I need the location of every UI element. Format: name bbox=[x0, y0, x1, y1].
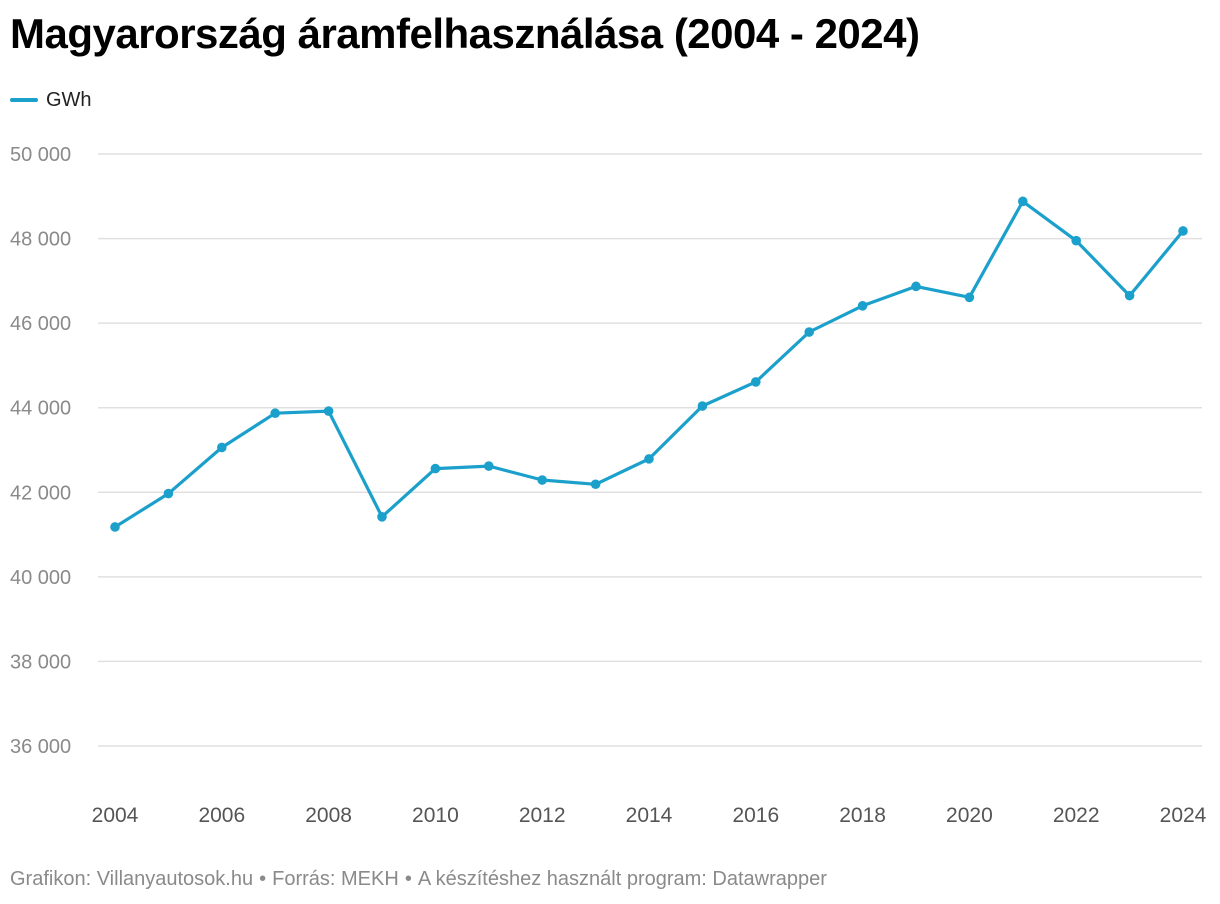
footer-graph-credit: Grafikon: Villanyautosok.hu bbox=[10, 868, 254, 890]
x-tick-label: 2008 bbox=[305, 804, 352, 827]
legend: GWh bbox=[10, 88, 92, 112]
data-point bbox=[217, 442, 227, 453]
data-point bbox=[270, 408, 281, 419]
y-tick-label: 38 000 bbox=[10, 651, 71, 673]
series-line bbox=[113, 199, 1185, 529]
grid-lines bbox=[98, 153, 1202, 747]
y-tick-label: 42 000 bbox=[10, 482, 71, 504]
x-tick-label: 2006 bbox=[198, 804, 245, 827]
x-tick-label: 2024 bbox=[1160, 804, 1207, 827]
data-point bbox=[697, 401, 708, 411]
data-point bbox=[857, 301, 868, 311]
footer-separator: • bbox=[259, 868, 267, 890]
series-layer bbox=[110, 196, 1188, 532]
chart-title: Magyarország áramfelhasználása (2004 - 2… bbox=[10, 10, 920, 57]
footer-source: Forrás: MEKH bbox=[272, 868, 399, 890]
data-point bbox=[484, 461, 494, 471]
legend-label: GWh bbox=[46, 88, 92, 111]
data-point bbox=[804, 327, 814, 337]
data-point bbox=[430, 463, 441, 474]
footer-separator: • bbox=[404, 868, 412, 890]
x-tick-label: 2016 bbox=[732, 804, 779, 827]
x-tick-label: 2022 bbox=[1053, 804, 1100, 827]
data-point bbox=[1018, 196, 1028, 207]
legend-swatch bbox=[10, 98, 38, 102]
x-tick-label: 2018 bbox=[839, 804, 886, 827]
data-point bbox=[110, 522, 120, 532]
data-point bbox=[644, 454, 654, 464]
y-tick-label: 40 000 bbox=[10, 567, 71, 589]
x-tick-label: 2014 bbox=[626, 804, 673, 827]
y-tick-label: 50 000 bbox=[10, 144, 71, 166]
y-axis-ticks: 36 000 38 000 40 000 42 000 44 000 46 000 48 0… bbox=[10, 144, 71, 758]
data-point bbox=[590, 479, 601, 490]
y-tick-label: 46 000 bbox=[10, 313, 71, 335]
data-point bbox=[751, 377, 761, 387]
footer-program: A készítéshez használt program: Datawrap… bbox=[417, 868, 827, 890]
data-point bbox=[377, 512, 387, 522]
x-tick-label: 2020 bbox=[946, 804, 993, 827]
x-tick-label: 2012 bbox=[519, 804, 566, 827]
data-point bbox=[1071, 235, 1081, 246]
y-tick-label: 44 000 bbox=[10, 398, 71, 420]
x-axis-ticks: 2004 2006 2008 2010 2012 2014 2016 2018 2020 2022… bbox=[92, 804, 1207, 827]
footer-credits: Grafikon: Villanyautosok.hu • Forrás: MEKH… bbox=[10, 868, 827, 891]
data-point bbox=[323, 406, 334, 416]
x-tick-label: 2010 bbox=[412, 804, 459, 827]
line-chart: 36 000 38 000 40 000 42 000 44 000 46 000 48 0… bbox=[10, 144, 1207, 827]
data-point bbox=[163, 488, 174, 499]
y-tick-label: 48 000 bbox=[10, 229, 71, 251]
data-point bbox=[911, 281, 921, 292]
data-point bbox=[537, 475, 547, 485]
data-point bbox=[1178, 226, 1188, 236]
data-point bbox=[964, 292, 975, 303]
x-tick-label: 2004 bbox=[92, 804, 139, 827]
y-tick-label: 36 000 bbox=[10, 736, 71, 758]
data-point bbox=[1124, 290, 1135, 301]
